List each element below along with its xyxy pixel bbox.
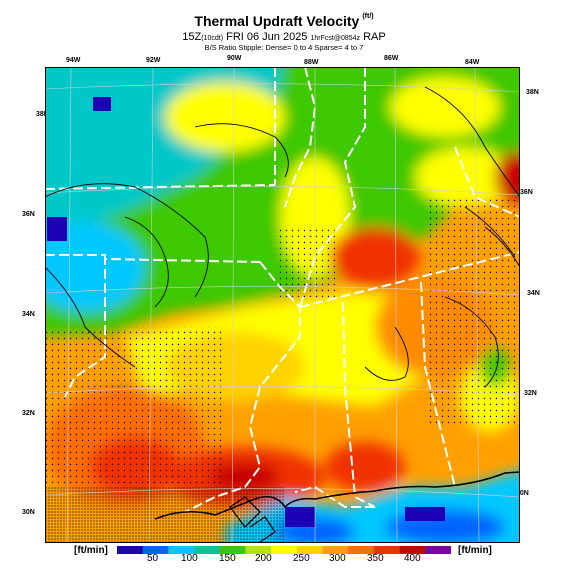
- stipple-subtitle: B/S Ratio Stipple: Dense= 0 to 4 Sparse=…: [204, 43, 364, 52]
- legend-swatch: [348, 546, 375, 554]
- legend-unit-left: [ft/min]: [74, 545, 108, 556]
- lat-label-left-34n: 34N: [22, 311, 35, 318]
- legend-swatch: [425, 546, 451, 554]
- contour-line: [464, 206, 520, 268]
- boundary-line: [184, 261, 301, 513]
- contour-line: [45, 266, 136, 368]
- legend-swatch: [194, 546, 221, 554]
- legend-swatch: [142, 546, 169, 554]
- boundary-line: [299, 251, 520, 308]
- grid-line: [394, 67, 398, 543]
- legend-swatch: [117, 546, 144, 554]
- legend-swatch: [399, 546, 426, 554]
- grid-line: [66, 67, 72, 543]
- legend-swatch: [245, 546, 272, 554]
- lat-label-right-34n: 34N: [527, 290, 540, 297]
- contour-line: [444, 296, 499, 388]
- boundary-line: [45, 184, 276, 190]
- blue-spot-1: [93, 97, 111, 111]
- model-name: RAP: [363, 31, 386, 43]
- east-red-region: [330, 227, 420, 287]
- south-red-core: [210, 462, 280, 492]
- lon-label-90w: 90W: [227, 55, 242, 62]
- valid-time-line: 15Z(10cdt) FRI 06 Jun 2025 1hrFcst@0854z…: [0, 31, 568, 43]
- boundary-line: [454, 146, 520, 218]
- grid-line: [45, 286, 520, 296]
- lat-label-left-38n: 38N: [36, 111, 49, 118]
- blue-spot-4: [405, 507, 445, 521]
- contour-line: [424, 86, 520, 198]
- contour-line: [45, 183, 209, 298]
- contour-line: [124, 216, 169, 308]
- lat-label-left-36n: 36N: [22, 211, 35, 218]
- valid-local: (10cdt): [201, 35, 224, 42]
- boundary-line: [64, 255, 106, 398]
- delta-line: [249, 516, 276, 543]
- grid-line: [148, 67, 154, 543]
- legend-swatch: [219, 546, 246, 554]
- lon-label-84w: 84W: [465, 59, 480, 66]
- lat-label-left-32n: 32N: [22, 410, 35, 417]
- delta-outline: [229, 496, 276, 543]
- legend-unit-right: [ft/min]: [458, 545, 492, 556]
- valid-date: FRI 06 Jun 2025: [226, 31, 308, 43]
- legend-label-350: 350: [367, 553, 384, 564]
- valid-time: 15Z: [182, 31, 202, 43]
- color-scale-bar: [117, 546, 451, 554]
- contour-lines: [45, 86, 520, 388]
- lat-label-right-38n: 38N: [526, 89, 539, 96]
- legend-label-250: 250: [293, 553, 310, 564]
- legend-label-200: 200: [255, 553, 272, 564]
- lon-label-86w: 86W: [384, 55, 399, 62]
- coastline: [154, 471, 520, 520]
- grid-line: [45, 488, 520, 498]
- lat-label-right-30n: 30N: [516, 490, 529, 497]
- legend-swatch: [373, 546, 401, 554]
- lat-label-right-36n: 36N: [520, 189, 533, 196]
- forecast-hour: 1hrFcst@0854z: [310, 35, 361, 42]
- legend-label-150: 150: [219, 553, 236, 564]
- lon-label-94w: 94W: [66, 57, 81, 64]
- legend-label-100: 100: [181, 553, 198, 564]
- lon-label-92w: 92W: [146, 57, 161, 64]
- boundary-line: [299, 67, 366, 308]
- map-title: Thermal Updraft Velocity (ft/): [194, 13, 374, 29]
- lon-label-88w: 88W: [304, 59, 319, 66]
- north-yellow-patch-1: [165, 82, 285, 152]
- grid-line: [474, 67, 480, 543]
- legend-swatch: [296, 546, 324, 554]
- legend-swatch: [322, 546, 349, 554]
- contour-line: [194, 123, 289, 178]
- sparse-stipple-central: [275, 227, 335, 297]
- blue-spot-2: [47, 217, 67, 241]
- grid-line: [231, 67, 235, 543]
- sparse-stipple-west: [45, 327, 225, 487]
- legend-swatch: [271, 546, 298, 554]
- boundary-line: [342, 301, 376, 508]
- state-boundaries: [45, 67, 520, 513]
- legend-label-50: 50: [147, 553, 159, 564]
- blue-spot-3: [285, 507, 315, 527]
- lat-label-left-30n: 30N: [22, 509, 35, 516]
- legend-label-300: 300: [329, 553, 346, 564]
- grid-line: [45, 186, 520, 196]
- map-frame: [45, 67, 520, 543]
- contour-line: [364, 326, 409, 381]
- legend-label-400: 400: [404, 553, 421, 564]
- lat-lon-grid: [45, 67, 520, 543]
- northeast-yellow-patch: [415, 147, 515, 207]
- thermal-velocity-map: [45, 67, 520, 543]
- delta-line: [229, 496, 261, 528]
- north-yellow-patch-2: [390, 77, 500, 137]
- lat-label-right-32n: 32N: [524, 390, 537, 397]
- northeast-red-region: [495, 152, 520, 202]
- grid-line: [45, 386, 520, 396]
- boundary-line: [420, 281, 456, 488]
- southeast-red-region: [325, 442, 405, 492]
- grid-line: [45, 83, 520, 93]
- legend-swatch: [168, 546, 195, 554]
